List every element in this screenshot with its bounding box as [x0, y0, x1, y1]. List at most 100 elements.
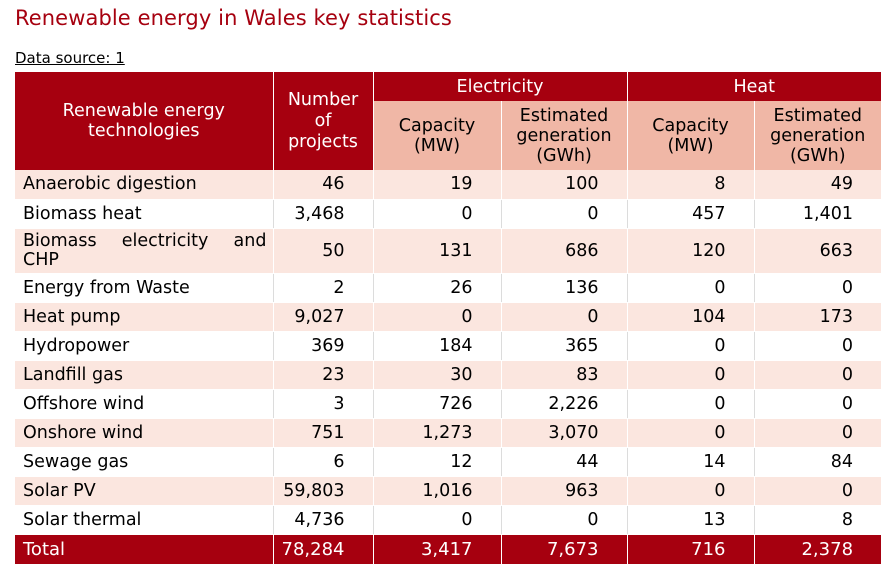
- projects-cell: 751: [272, 418, 373, 448]
- elec-generation-cell: 100: [500, 170, 627, 200]
- heat-generation-cell: 0: [753, 418, 882, 448]
- elec-generation-cell: 963: [500, 476, 627, 506]
- total-elec-capacity: 3,417: [372, 534, 501, 564]
- elec-capacity-cell: 184: [372, 331, 501, 361]
- header-heat-capacity: Capacity (MW): [626, 101, 754, 170]
- projects-cell: 50: [272, 228, 373, 274]
- projects-cell: 59,803: [272, 476, 373, 506]
- data-source-link[interactable]: Data source: 1: [15, 49, 125, 67]
- projects-cell: 3: [272, 389, 373, 419]
- technology-name: Energy from Waste: [15, 273, 273, 303]
- heat-capacity-cell: 0: [626, 331, 754, 361]
- projects-cell: 9,027: [272, 302, 373, 332]
- elec-capacity-cell: 131: [372, 228, 501, 274]
- header-electricity: Electricity: [372, 72, 627, 101]
- page-title: Renewable energy in Wales key statistics: [15, 6, 452, 30]
- table-row: Energy from Waste 2 26 136 0 0: [15, 273, 882, 303]
- elec-capacity-cell: 30: [372, 360, 501, 390]
- header-electricity-generation: Estimated generation (GWh): [500, 101, 627, 170]
- heat-capacity-cell: 0: [626, 273, 754, 303]
- total-heat-generation: 2,378: [753, 534, 882, 564]
- elec-capacity-cell: 12: [372, 447, 501, 477]
- projects-cell: 6: [272, 447, 373, 477]
- technology-name: Onshore wind: [15, 418, 273, 448]
- table-row: Heat pump 9,027 0 0 104 173: [15, 302, 882, 332]
- heat-capacity-cell: 120: [626, 228, 754, 274]
- technology-name: Landfill gas: [15, 360, 273, 390]
- elec-generation-cell: 2,226: [500, 389, 627, 419]
- heat-capacity-cell: 0: [626, 360, 754, 390]
- elec-generation-cell: 0: [500, 199, 627, 229]
- technology-name: Hydropower: [15, 331, 273, 361]
- total-row: Total 78,284 3,417 7,673 716 2,378: [15, 534, 882, 564]
- elec-capacity-cell: 0: [372, 505, 501, 535]
- projects-cell: 4,736: [272, 505, 373, 535]
- heat-capacity-cell: 14: [626, 447, 754, 477]
- heat-generation-cell: 0: [753, 273, 882, 303]
- projects-cell: 23: [272, 360, 373, 390]
- table-row: Anaerobic digestion 46 19 100 8 49: [15, 170, 882, 200]
- elec-capacity-cell: 26: [372, 273, 501, 303]
- total-heat-capacity: 716: [626, 534, 754, 564]
- header-heat-generation: Estimated generation (GWh): [753, 101, 882, 170]
- elec-generation-cell: 136: [500, 273, 627, 303]
- heat-capacity-cell: 0: [626, 418, 754, 448]
- technology-name: Offshore wind: [15, 389, 273, 419]
- heat-generation-cell: 0: [753, 331, 882, 361]
- statistics-table: Renewable energy technologies Number of …: [15, 72, 882, 564]
- elec-capacity-cell: 1,273: [372, 418, 501, 448]
- table-row: Offshore wind 3 726 2,226 0 0: [15, 389, 882, 419]
- heat-capacity-cell: 457: [626, 199, 754, 229]
- table-row: Sewage gas 6 12 44 14 84: [15, 447, 882, 477]
- total-label: Total: [15, 534, 273, 564]
- technology-name: Biomass heat: [15, 199, 273, 229]
- heat-generation-cell: 0: [753, 389, 882, 419]
- table-row: Biomass electricity and CHP 50 131 686 1…: [15, 228, 882, 274]
- elec-capacity-cell: 0: [372, 199, 501, 229]
- technology-name: Solar PV: [15, 476, 273, 506]
- technology-name: Biomass electricity and CHP: [15, 228, 273, 274]
- elec-generation-cell: 365: [500, 331, 627, 361]
- elec-capacity-cell: 0: [372, 302, 501, 332]
- elec-generation-cell: 3,070: [500, 418, 627, 448]
- projects-cell: 3,468: [272, 199, 373, 229]
- heat-generation-cell: 173: [753, 302, 882, 332]
- elec-capacity-cell: 1,016: [372, 476, 501, 506]
- elec-generation-cell: 44: [500, 447, 627, 477]
- elec-generation-cell: 0: [500, 505, 627, 535]
- table-row: Onshore wind 751 1,273 3,070 0 0: [15, 418, 882, 448]
- heat-capacity-cell: 104: [626, 302, 754, 332]
- table-row: Hydropower 369 184 365 0 0: [15, 331, 882, 361]
- heat-capacity-cell: 0: [626, 476, 754, 506]
- header-electricity-capacity: Capacity (MW): [372, 101, 501, 170]
- projects-cell: 369: [272, 331, 373, 361]
- technology-name: Heat pump: [15, 302, 273, 332]
- table-row: Landfill gas 23 30 83 0 0: [15, 360, 882, 390]
- elec-generation-cell: 686: [500, 228, 627, 274]
- heat-generation-cell: 49: [753, 170, 882, 200]
- heat-generation-cell: 84: [753, 447, 882, 477]
- heat-capacity-cell: 0: [626, 389, 754, 419]
- heat-capacity-cell: 8: [626, 170, 754, 200]
- heat-capacity-cell: 13: [626, 505, 754, 535]
- header-technologies: Renewable energy technologies: [15, 72, 273, 170]
- technology-name: Sewage gas: [15, 447, 273, 477]
- total-elec-generation: 7,673: [500, 534, 627, 564]
- table-row: Solar thermal 4,736 0 0 13 8: [15, 505, 882, 535]
- heat-generation-cell: 0: [753, 476, 882, 506]
- header-heat: Heat: [626, 72, 882, 101]
- table-row: Solar PV 59,803 1,016 963 0 0: [15, 476, 882, 506]
- elec-capacity-cell: 726: [372, 389, 501, 419]
- projects-cell: 2: [272, 273, 373, 303]
- heat-generation-cell: 663: [753, 228, 882, 274]
- heat-generation-cell: 8: [753, 505, 882, 535]
- heat-generation-cell: 1,401: [753, 199, 882, 229]
- heat-generation-cell: 0: [753, 360, 882, 390]
- total-projects: 78,284: [272, 534, 373, 564]
- technology-name: Anaerobic digestion: [15, 170, 273, 200]
- header-number-of-projects: Number of projects: [272, 72, 373, 170]
- technology-name: Solar thermal: [15, 505, 273, 535]
- elec-generation-cell: 0: [500, 302, 627, 332]
- table-row: Biomass heat 3,468 0 0 457 1,401: [15, 199, 882, 229]
- elec-capacity-cell: 19: [372, 170, 501, 200]
